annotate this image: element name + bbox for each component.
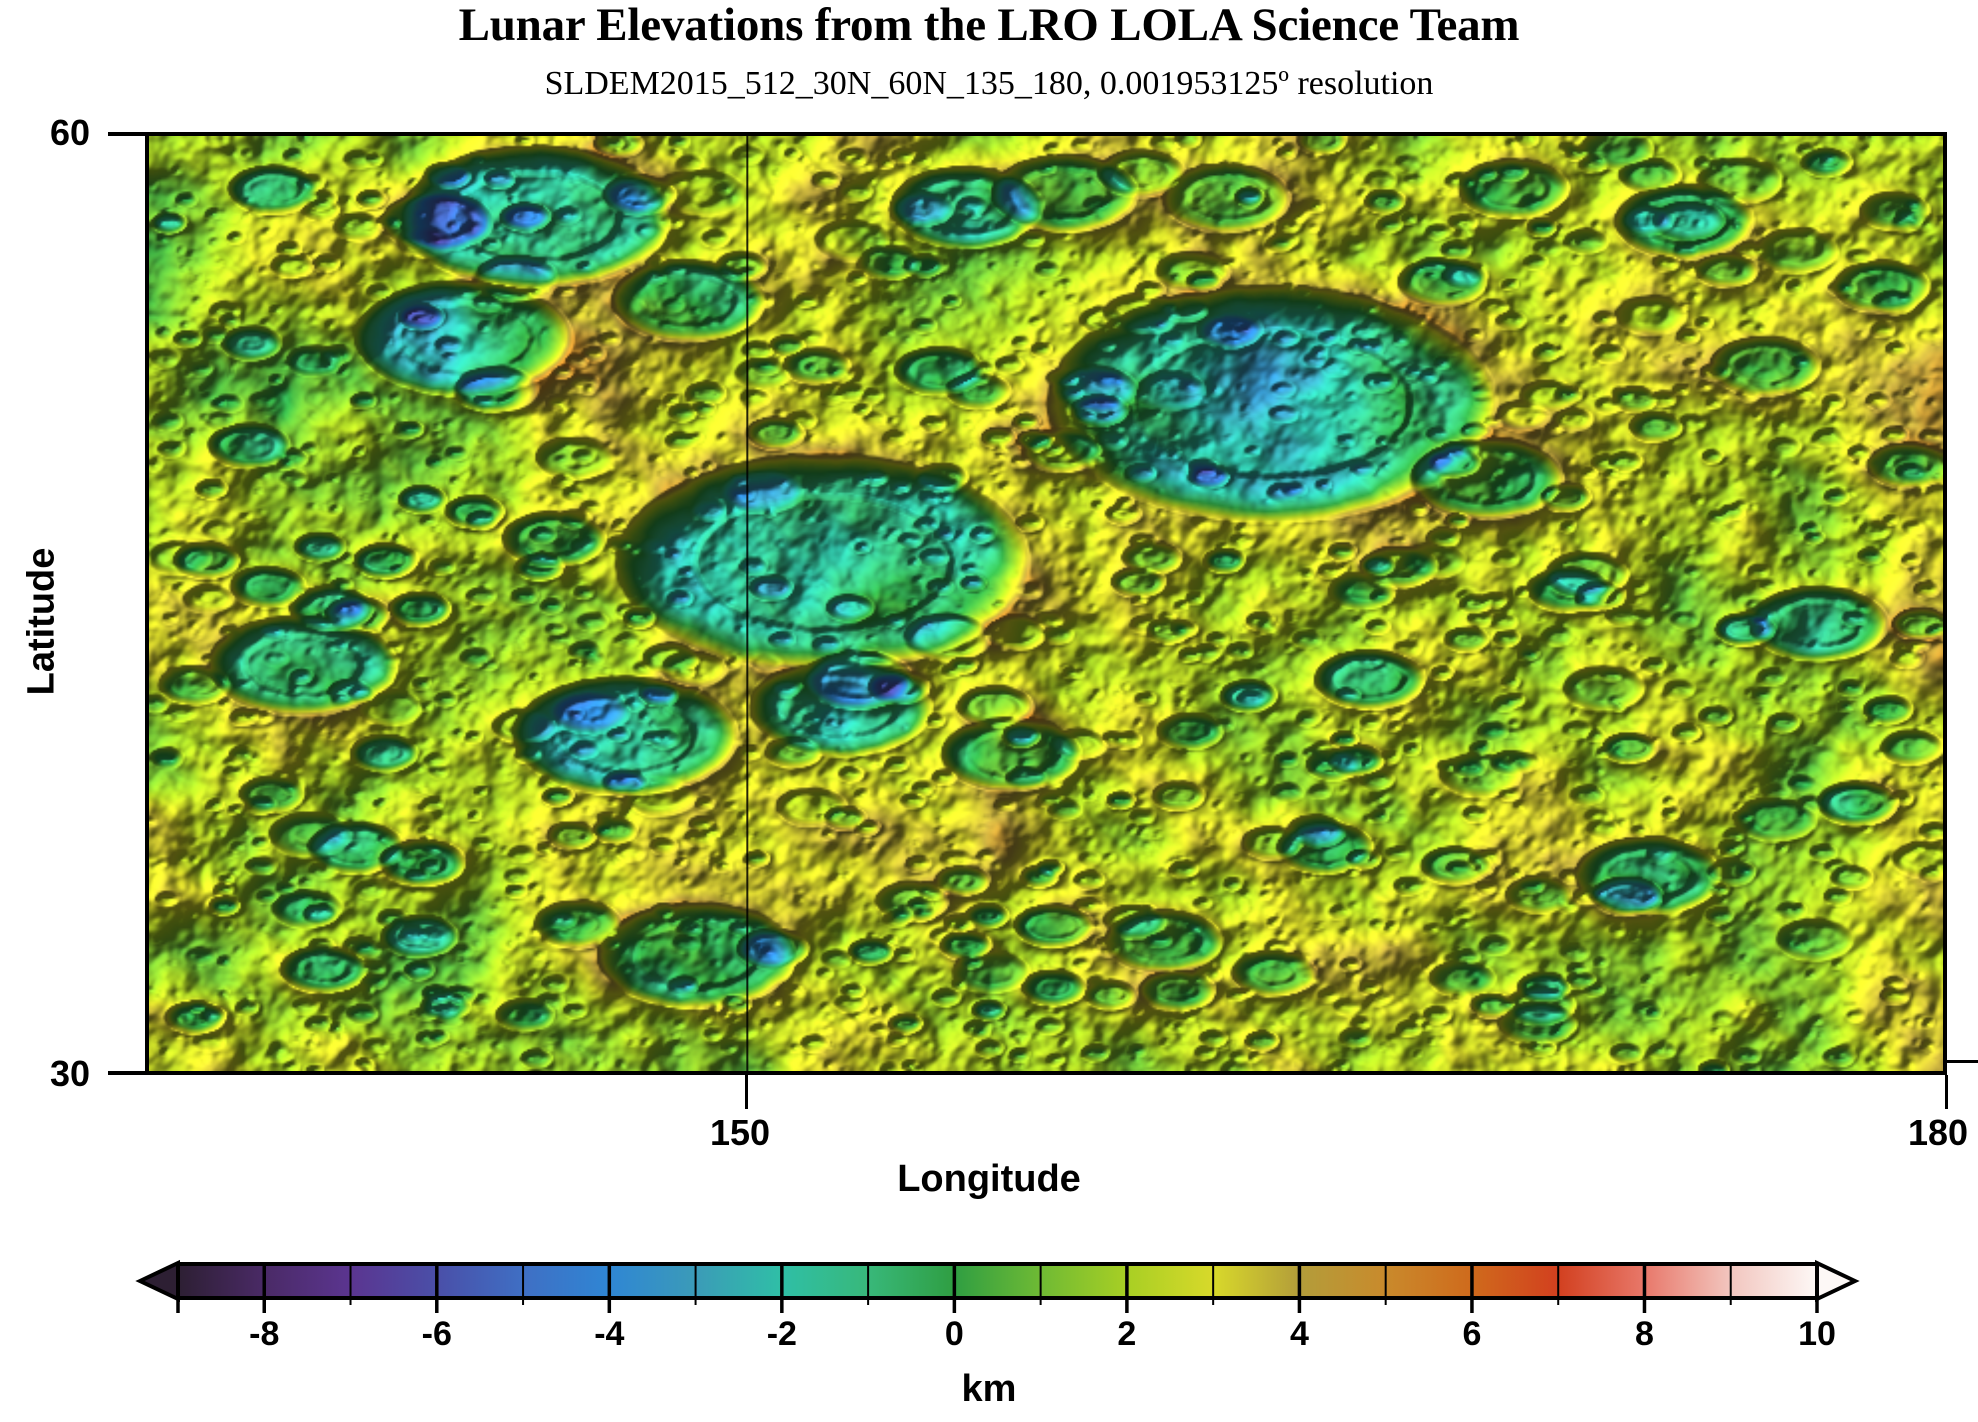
y-tick-30 [108,1071,145,1075]
y-tick-label-60: 60 [50,112,91,153]
page-title: Lunar Elevations from the LRO LOLA Scien… [458,0,1520,51]
figure-subtitle: SLDEM2015_512_30N_60N_135_180, 0.0019531… [544,65,1434,102]
y-axis-title: Latitude [20,547,63,696]
colorbar-tick-label: -8 [249,1315,280,1353]
y-tick-60 [108,132,145,136]
x-tick-150 [745,1075,748,1109]
y-tick-label-30: 30 [50,1053,91,1094]
figure-header: Lunar Elevations from the LRO LOLA Scien… [0,0,1978,101]
colorbar-tick-label: 10 [1798,1315,1836,1353]
colorbar-tick-label: 6 [1462,1315,1482,1353]
x-tick-label-180: 180 [1908,1112,1969,1153]
colorbar: -8 -6 -4 -2 0 2 4 6 8 10 [0,1253,1978,1353]
x-axis-title: Longitude [897,1158,1081,1200]
elevation-map-plot [145,132,1947,1075]
colorbar-tick-label: -6 [421,1315,452,1353]
colorbar-tick-label: 4 [1289,1315,1309,1353]
colorbar-tick-label: 8 [1635,1315,1654,1353]
colorbar-tick-label: 0 [944,1315,964,1353]
colorbar-gradient [135,1259,1860,1313]
lunar-elevation-heatmap [149,136,1943,1071]
colorbar-title: km [961,1368,1017,1410]
x-tick-180 [1945,1075,1948,1109]
x-tick-180-right-stub [1945,1060,1978,1063]
colorbar-tick-label: -4 [594,1315,625,1353]
colorbar-tick-label: 2 [1117,1315,1137,1353]
x-tick-label-150: 150 [710,1112,771,1153]
colorbar-tick-label: -2 [766,1315,797,1353]
